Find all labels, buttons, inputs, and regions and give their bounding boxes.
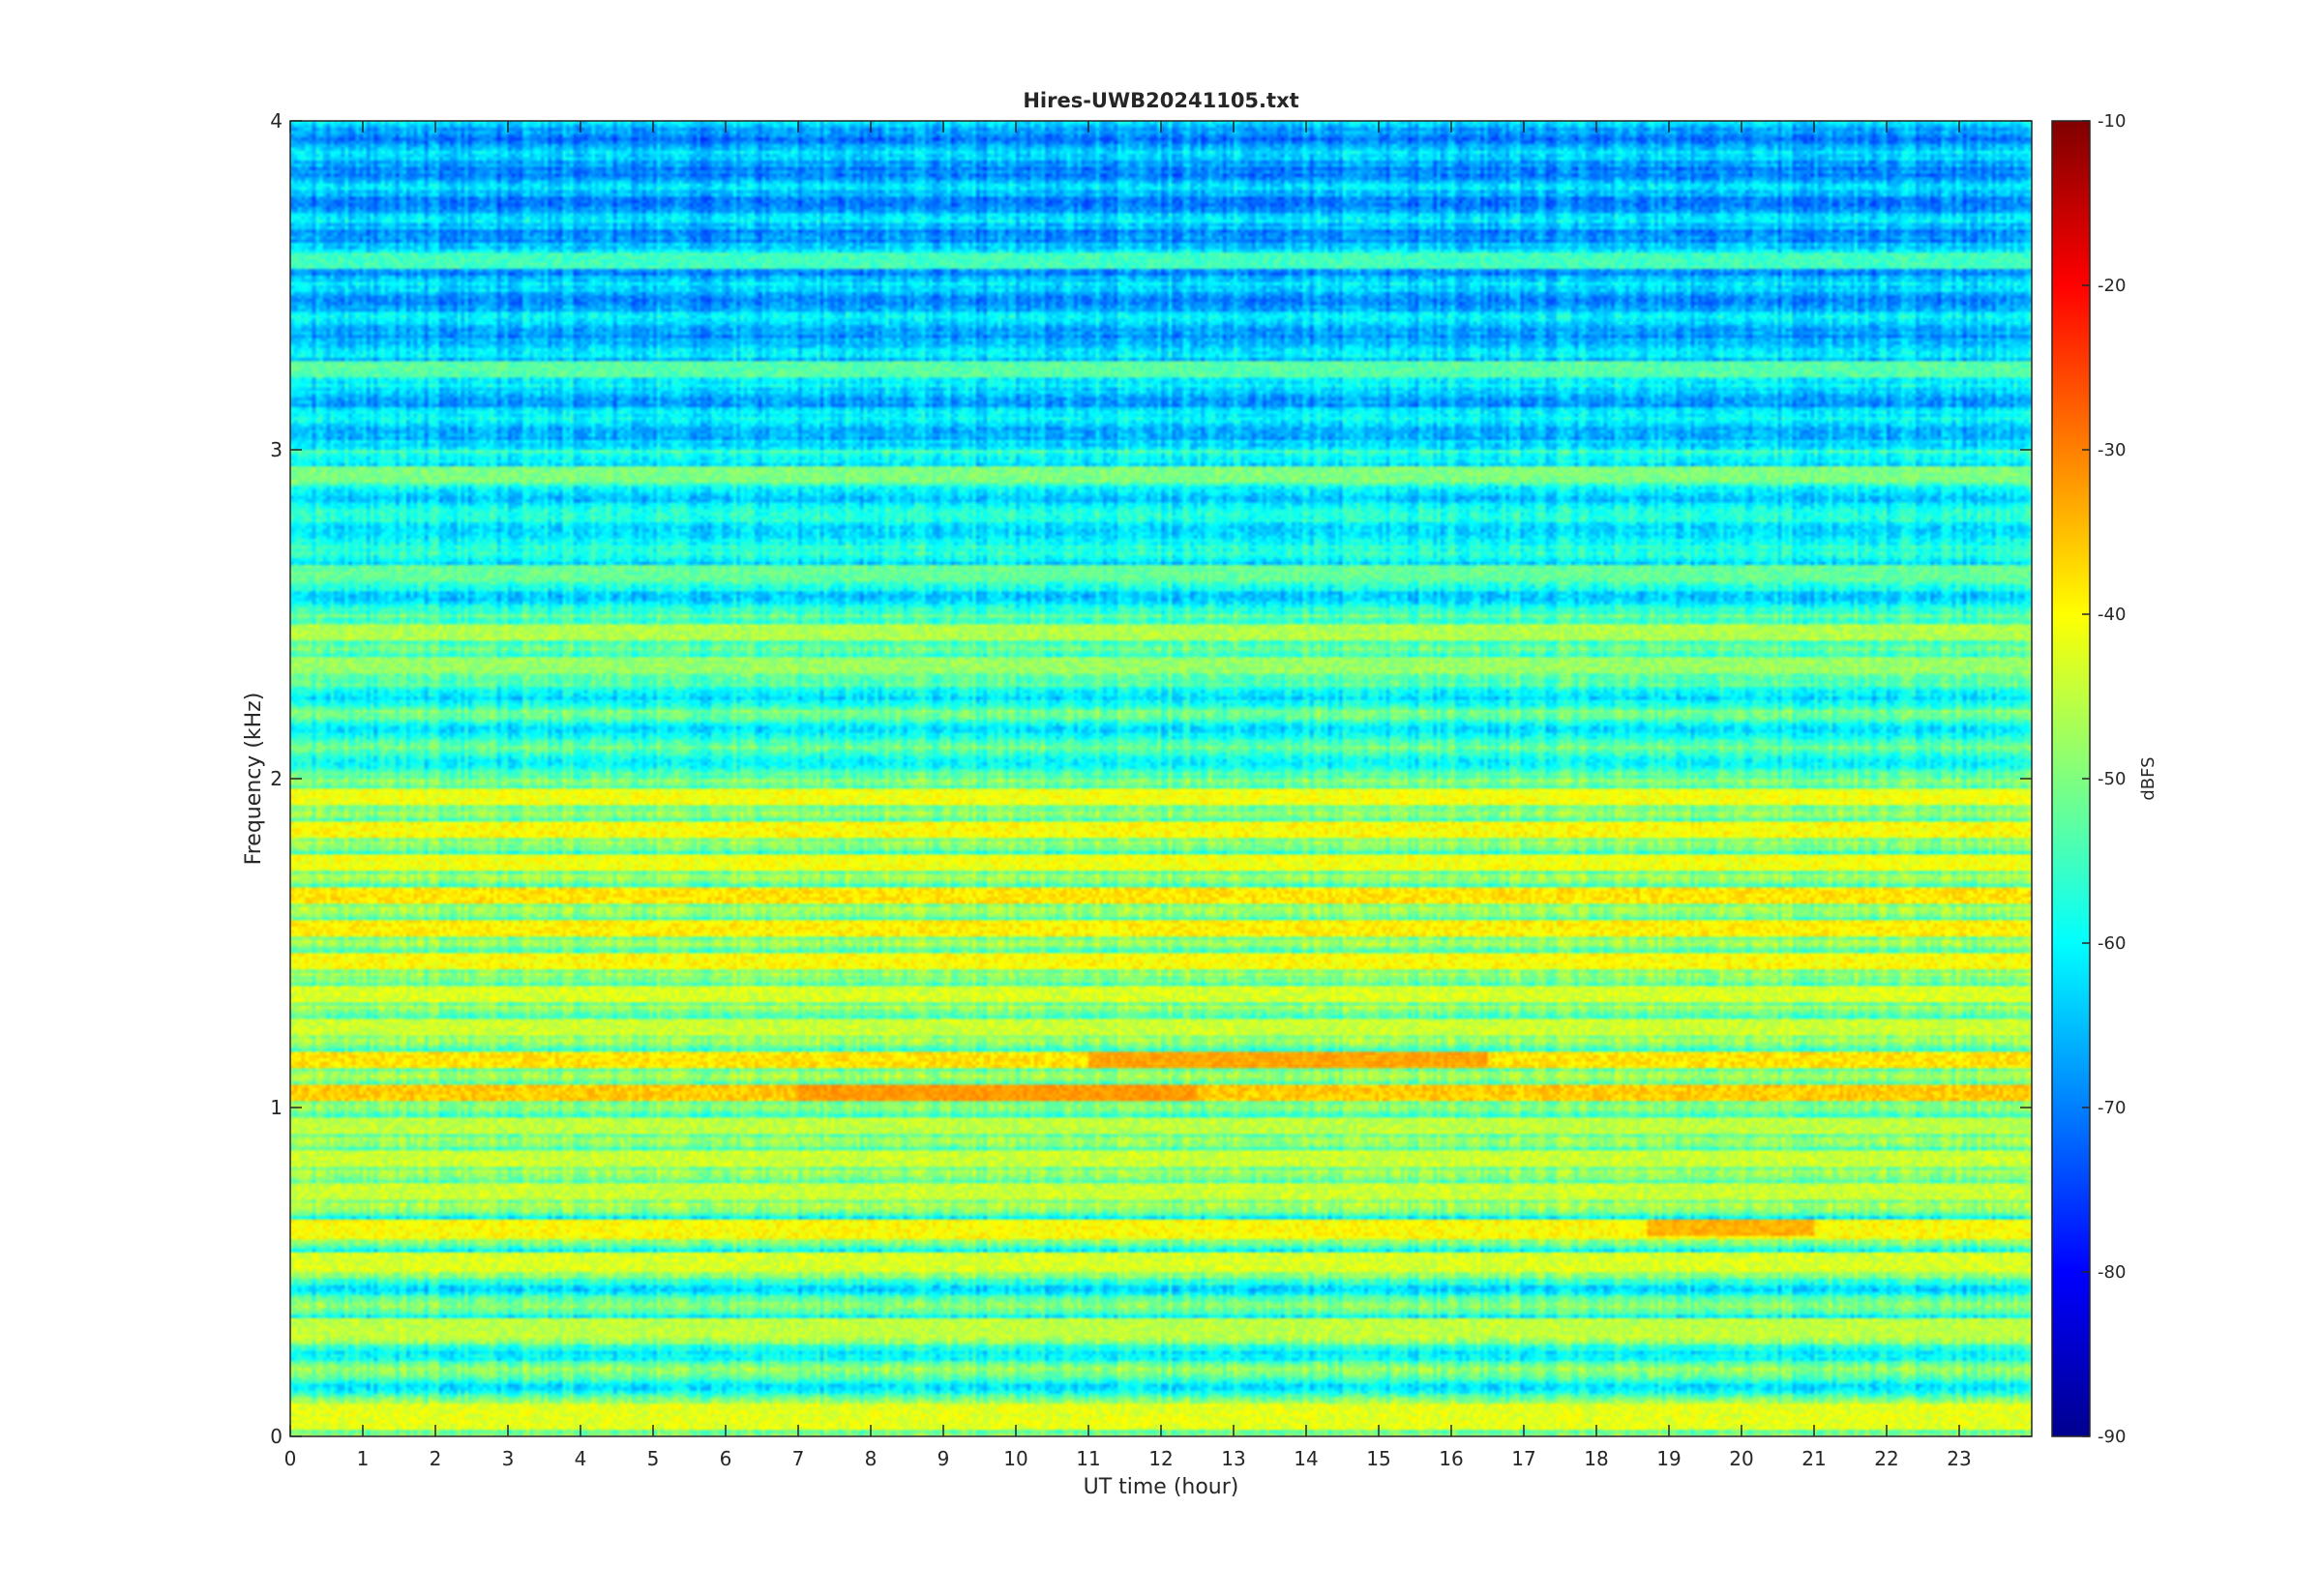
- x-tick-label: 21: [1801, 1447, 1826, 1470]
- x-tick-label: 10: [1003, 1447, 1027, 1470]
- x-tick-label: 8: [865, 1447, 878, 1470]
- x-axis: 0 1 2 3 4 5 6 7 8 9 10 11 12 13 14 15 16 17 18 19 20 21 22 23: [284, 121, 1972, 1470]
- x-tick-label: 14: [1294, 1447, 1318, 1470]
- x-tick-label: 9: [938, 1447, 950, 1470]
- chart-title: Hires-UWB20241105.txt: [1023, 89, 1298, 112]
- x-tick-label: 15: [1366, 1447, 1390, 1470]
- x-tick-label: 19: [1656, 1447, 1681, 1470]
- x-tick-label: 0: [284, 1447, 297, 1470]
- colorbar-label: dBFS: [2138, 756, 2158, 800]
- x-tick-label: 11: [1076, 1447, 1100, 1470]
- y-tick-label: 2: [270, 767, 283, 790]
- colorbar-tick-label: -50: [2098, 769, 2126, 789]
- y-tick-label: 4: [270, 109, 283, 133]
- y-tick-label: 3: [270, 438, 283, 461]
- colorbar-tick-label: -60: [2098, 933, 2126, 954]
- colorbar: -90 -80 -70 -60 -50 -40 -30 -20 -10 dBFS: [2051, 111, 2158, 1447]
- x-tick-label: 23: [1947, 1447, 1971, 1470]
- x-tick-label: 22: [1874, 1447, 1898, 1470]
- y-tick-label: 1: [270, 1096, 283, 1119]
- colorbar-ticks: -90 -80 -70 -60 -50 -40 -30 -20 -10: [2082, 111, 2126, 1447]
- colorbar-tick-label: -30: [2098, 440, 2126, 460]
- x-tick-label: 1: [357, 1447, 370, 1470]
- y-axis: 0 1 2 3 4: [270, 109, 2032, 1448]
- x-axis-label: UT time (hour): [1084, 1475, 1239, 1499]
- x-tick-label: 7: [792, 1447, 805, 1470]
- colorbar-tick-label: -70: [2098, 1098, 2126, 1118]
- y-axis-label: Frequency (kHz): [242, 693, 266, 866]
- colorbar-tick-label: -90: [2098, 1427, 2126, 1447]
- y-tick-label: 0: [270, 1425, 283, 1448]
- x-tick-label: 2: [430, 1447, 442, 1470]
- x-tick-label: 20: [1729, 1447, 1753, 1470]
- x-tick-label: 12: [1148, 1447, 1173, 1470]
- x-tick-label: 17: [1511, 1447, 1535, 1470]
- x-tick-label: 16: [1439, 1447, 1463, 1470]
- colorbar-tick-label: -80: [2098, 1262, 2126, 1283]
- heatmap-area: [290, 121, 2032, 1436]
- x-tick-label: 13: [1221, 1447, 1245, 1470]
- spectrogram-heatmap: [290, 121, 2032, 1436]
- x-tick-label: 3: [502, 1447, 515, 1470]
- x-tick-label: 18: [1584, 1447, 1608, 1470]
- x-tick-label: 6: [720, 1447, 732, 1470]
- x-tick-label: 4: [575, 1447, 587, 1470]
- colorbar-tick-label: -20: [2098, 276, 2126, 296]
- colorbar-tick-label: -40: [2098, 605, 2126, 625]
- x-tick-label: 5: [647, 1447, 660, 1470]
- colorbar-tick-label: -10: [2098, 111, 2126, 132]
